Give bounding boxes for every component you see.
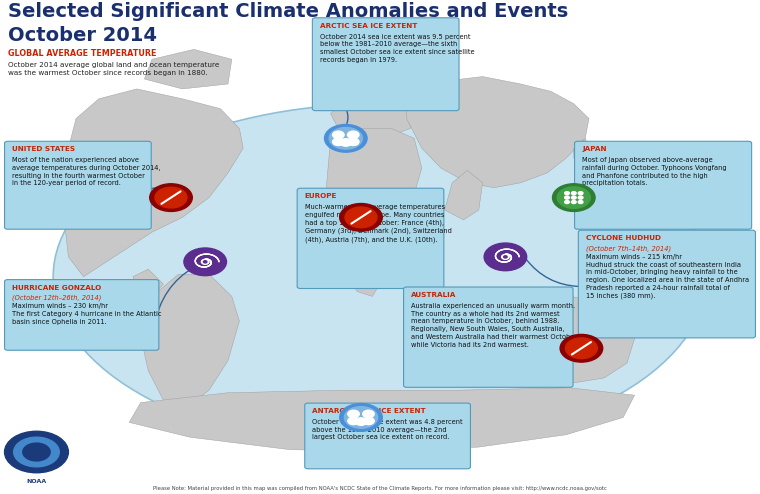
Circle shape [578,192,583,195]
Circle shape [155,187,187,208]
FancyBboxPatch shape [5,141,151,229]
Text: Most of the nation experienced above
average temperatures during October 2014,
r: Most of the nation experienced above ave… [12,157,160,186]
Circle shape [355,418,367,425]
Polygon shape [331,91,414,138]
Circle shape [565,192,569,195]
Text: Much-warmer-than-average temperatures
engulfed much of Europe. Many countries
ha: Much-warmer-than-average temperatures en… [305,204,451,243]
Text: Most of Japan observed above-average
rainfall during October. Typhoons Vongfang
: Most of Japan observed above-average rai… [582,157,727,186]
Polygon shape [327,128,422,296]
FancyBboxPatch shape [575,141,752,229]
Circle shape [325,124,367,152]
Text: Maximum winds – 230 km/hr
The first Category 4 hurricane in the Atlantic
basin s: Maximum winds – 230 km/hr The first Cate… [12,303,162,325]
FancyBboxPatch shape [404,287,573,387]
Circle shape [557,187,591,208]
Text: ANTARCTIC SEA ICE EXTENT: ANTARCTIC SEA ICE EXTENT [312,408,426,414]
Circle shape [572,196,576,199]
Circle shape [340,139,352,146]
Text: October 2014 sea ice extent was 9.5 percent
below the 1981–2010 average—the sixt: October 2014 sea ice extent was 9.5 perc… [320,34,474,63]
Circle shape [504,256,507,258]
Polygon shape [517,296,635,383]
Circle shape [184,248,226,276]
FancyBboxPatch shape [305,403,470,469]
Text: (October 12th–26th, 2014): (October 12th–26th, 2014) [12,294,102,301]
Polygon shape [133,269,163,296]
Circle shape [5,431,68,473]
Circle shape [14,437,59,467]
Circle shape [348,410,359,418]
Text: AUSTRALIA: AUSTRALIA [411,292,457,298]
Circle shape [572,201,576,204]
Text: October 2014: October 2014 [8,26,157,44]
Circle shape [347,131,359,139]
Text: UNITED STATES: UNITED STATES [12,146,75,152]
Text: Please Note: Material provided in this map was compiled from NOAA's NCDC State o: Please Note: Material provided in this m… [153,486,607,491]
Circle shape [578,196,583,199]
Text: CYCLONE HUDHUD: CYCLONE HUDHUD [586,235,661,241]
Circle shape [565,338,597,359]
Circle shape [333,131,344,139]
Circle shape [345,207,377,228]
Circle shape [201,259,209,264]
Circle shape [363,410,374,418]
Text: October 2014 sea ice extent was 4.8 percent
above the 1981–2010 average—the 2nd
: October 2014 sea ice extent was 4.8 perc… [312,419,463,441]
Circle shape [363,417,374,425]
Circle shape [150,184,192,211]
Text: HURRICANE GONZALO: HURRICANE GONZALO [12,285,101,290]
Circle shape [578,201,583,204]
Polygon shape [445,170,483,220]
Circle shape [23,443,50,461]
Polygon shape [141,274,239,408]
Circle shape [340,204,382,231]
Polygon shape [129,388,635,452]
Polygon shape [574,138,589,158]
Text: October 2014 average global land and ocean temperature
was the warmest October s: October 2014 average global land and oce… [8,62,219,76]
Circle shape [565,196,569,199]
Text: (October 7th–14th, 2014): (October 7th–14th, 2014) [586,245,671,251]
Text: NOAA: NOAA [27,479,46,484]
Circle shape [502,254,509,259]
Text: Australia experienced an unusually warm month.
The country as a whole had its 2n: Australia experienced an unusually warm … [411,303,579,348]
Circle shape [565,201,569,204]
FancyBboxPatch shape [312,18,459,111]
Circle shape [340,404,382,431]
Polygon shape [144,49,232,89]
Circle shape [560,334,603,362]
Circle shape [329,127,363,149]
Circle shape [553,184,595,211]
Circle shape [333,138,344,146]
Text: Maximum winds – 215 km/hr
Hudhud struck the coast of southeastern India
in mid-O: Maximum winds – 215 km/hr Hudhud struck … [586,254,749,299]
Text: JAPAN: JAPAN [582,146,606,152]
Circle shape [572,192,576,195]
FancyBboxPatch shape [578,230,755,338]
Circle shape [348,417,359,425]
Circle shape [347,138,359,146]
Text: GLOBAL AVERAGE TEMPERATURE: GLOBAL AVERAGE TEMPERATURE [8,49,156,58]
Text: ARCTIC SEA ICE EXTENT: ARCTIC SEA ICE EXTENT [320,23,417,29]
FancyBboxPatch shape [297,188,444,288]
Text: Selected Significant Climate Anomalies and Events: Selected Significant Climate Anomalies a… [8,2,568,21]
Circle shape [204,261,207,263]
FancyBboxPatch shape [5,280,159,350]
Text: EUROPE: EUROPE [305,193,337,199]
Ellipse shape [53,104,707,450]
Circle shape [344,407,378,428]
Polygon shape [65,89,243,277]
Polygon shape [407,77,589,188]
Circle shape [484,243,527,271]
